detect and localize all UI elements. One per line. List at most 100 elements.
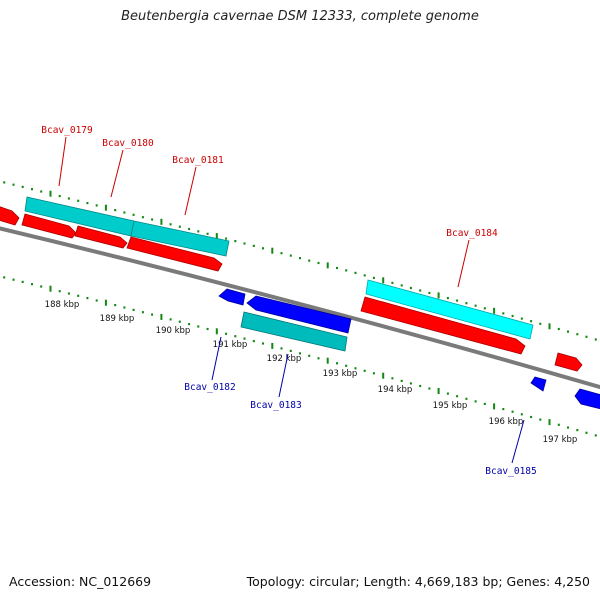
minor-tick — [520, 413, 523, 416]
gene-label-reverse[interactable]: Bcav_0183 — [250, 400, 301, 411]
tick-label: 191 kbp — [213, 340, 248, 350]
tick-label: 189 kbp — [100, 314, 135, 324]
minor-tick — [178, 320, 181, 323]
gene-label-reverse[interactable]: Bcav_0182 — [184, 382, 235, 393]
minor-tick — [557, 327, 560, 331]
tick-label-layer: 188 kbp 189 kbp 190 kbp 191 kbp 192 kbp 193 k… — [45, 300, 578, 445]
minor-tick — [446, 297, 449, 300]
minor-tick — [502, 312, 505, 315]
gene-arrow-forward[interactable] — [74, 225, 128, 249]
gene-label-leader — [58, 136, 67, 187]
minor-tick — [169, 223, 172, 226]
major-tick — [382, 372, 385, 379]
minor-tick — [483, 402, 486, 405]
minor-tick — [299, 352, 301, 355]
gene-arrow-forward[interactable] — [21, 213, 77, 239]
minor-tick — [585, 335, 588, 338]
major-tick — [382, 277, 385, 284]
gene-arrow-reverse[interactable] — [246, 295, 352, 334]
major-tick — [548, 323, 551, 330]
minor-tick — [67, 197, 70, 200]
minor-tick — [151, 218, 154, 221]
minor-tick — [354, 271, 357, 274]
gene-label-forward[interactable]: Bcav_0181 — [172, 155, 224, 166]
minor-tick — [95, 204, 98, 207]
minor-tick — [474, 400, 477, 403]
gene-label-layer: Bcav_0179 Bcav_0180 Bcav_0181 Bcav_0184 Bcav… — [41, 125, 536, 477]
minor-tick — [141, 311, 144, 314]
minor-tick — [21, 280, 24, 283]
gene-label-forward[interactable]: Bcav_0184 — [446, 228, 498, 239]
major-tick — [104, 299, 107, 306]
minor-tick — [280, 252, 283, 255]
major-tick — [271, 247, 274, 254]
minor-tick — [576, 333, 579, 336]
major-tick — [215, 233, 218, 240]
major-tick — [160, 218, 163, 225]
gene-arrow-forward[interactable] — [0, 205, 20, 226]
minor-tick — [308, 354, 311, 357]
minor-tick — [3, 276, 6, 279]
minor-tick — [345, 364, 348, 367]
minor-tick — [409, 382, 412, 385]
gene-arrow-reverse[interactable] — [218, 288, 246, 306]
minor-tick — [391, 377, 394, 380]
reverse-tick-track — [3, 276, 597, 437]
minor-tick — [188, 323, 191, 326]
gene-arrow-reverse[interactable] — [530, 376, 547, 392]
minor-tick — [419, 289, 422, 292]
minor-tick — [197, 325, 200, 328]
map-title: Beutenbergia cavernae DSM 12333, complet… — [121, 9, 479, 24]
minor-tick — [123, 306, 126, 309]
feature-bar-forward[interactable] — [365, 279, 534, 340]
major-tick — [437, 388, 440, 394]
minor-tick — [465, 302, 468, 305]
gene-label-forward[interactable]: Bcav_0180 — [102, 138, 154, 149]
backbone-line — [0, 226, 600, 390]
minor-tick — [12, 183, 15, 186]
minor-tick — [594, 338, 597, 341]
major-tick — [493, 403, 496, 410]
gene-label-leader — [110, 149, 124, 198]
minor-tick — [336, 266, 338, 270]
gene-arrow-forward[interactable] — [554, 352, 583, 372]
minor-tick — [363, 274, 366, 277]
minor-tick — [95, 299, 98, 302]
minor-tick — [141, 216, 144, 219]
minor-tick — [308, 259, 311, 262]
feature-bar-reverse[interactable] — [240, 311, 348, 352]
minor-tick — [299, 257, 301, 260]
minor-tick — [151, 313, 154, 316]
minor-tick — [114, 209, 117, 212]
minor-tick — [539, 418, 542, 421]
major-tick — [493, 307, 496, 314]
minor-tick — [86, 297, 89, 300]
gene-arrow-forward[interactable] — [360, 296, 526, 355]
tick-label: 193 kbp — [323, 369, 358, 379]
tick-label: 195 kbp — [433, 401, 468, 411]
major-tick — [326, 262, 329, 269]
minor-tick — [400, 379, 403, 382]
minor-tick — [483, 307, 486, 310]
gene-label-reverse[interactable]: Bcav_0185 — [485, 466, 536, 477]
minor-tick — [31, 283, 33, 286]
feature-bar-forward[interactable] — [130, 220, 230, 257]
minor-tick — [400, 284, 403, 287]
minor-tick — [428, 387, 431, 390]
major-tick — [437, 292, 440, 299]
minor-tick — [234, 240, 237, 243]
minor-tick — [206, 232, 209, 235]
gene-arrow-forward[interactable] — [126, 236, 223, 272]
gene-label-leader — [457, 239, 470, 288]
gene-label-forward[interactable]: Bcav_0179 — [41, 125, 93, 136]
major-tick — [104, 204, 107, 211]
minor-tick — [456, 299, 459, 302]
minor-tick — [40, 190, 43, 193]
gene-arrow-reverse[interactable] — [574, 388, 600, 410]
major-tick — [326, 357, 329, 364]
minor-tick — [3, 181, 6, 184]
minor-tick — [557, 423, 560, 426]
minor-tick — [77, 199, 80, 202]
minor-tick — [317, 357, 320, 360]
